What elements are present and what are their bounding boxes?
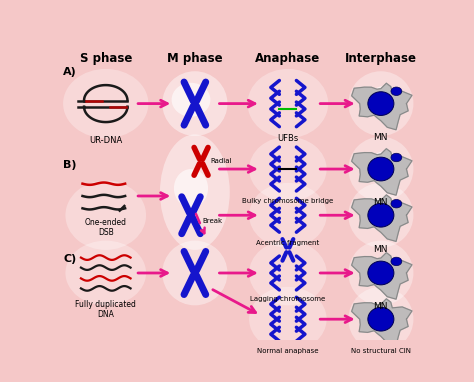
Ellipse shape bbox=[348, 71, 413, 136]
Ellipse shape bbox=[65, 241, 146, 305]
Text: MN: MN bbox=[374, 302, 388, 311]
Ellipse shape bbox=[348, 137, 413, 201]
Text: C): C) bbox=[63, 254, 76, 264]
Ellipse shape bbox=[391, 199, 402, 208]
Polygon shape bbox=[352, 253, 412, 299]
Ellipse shape bbox=[160, 134, 230, 250]
Text: Bulky chromosome bridge: Bulky chromosome bridge bbox=[242, 198, 334, 204]
Ellipse shape bbox=[247, 69, 328, 138]
Ellipse shape bbox=[368, 157, 394, 181]
Text: B): B) bbox=[63, 160, 77, 170]
Polygon shape bbox=[352, 149, 412, 195]
Text: Anaphase: Anaphase bbox=[255, 52, 320, 65]
Text: MN: MN bbox=[374, 133, 388, 142]
Text: MN: MN bbox=[374, 244, 388, 254]
Ellipse shape bbox=[162, 241, 228, 305]
Text: Break: Break bbox=[202, 219, 223, 224]
Ellipse shape bbox=[369, 151, 400, 179]
Text: No structural CIN: No structural CIN bbox=[351, 348, 411, 354]
Polygon shape bbox=[352, 299, 412, 345]
Text: Fully duplicated
DNA: Fully duplicated DNA bbox=[75, 300, 136, 319]
Ellipse shape bbox=[369, 86, 400, 113]
Ellipse shape bbox=[368, 203, 394, 227]
Ellipse shape bbox=[368, 92, 394, 115]
Ellipse shape bbox=[368, 308, 394, 331]
Ellipse shape bbox=[65, 181, 146, 250]
Ellipse shape bbox=[368, 261, 394, 285]
Ellipse shape bbox=[249, 287, 327, 351]
Ellipse shape bbox=[348, 241, 413, 305]
Ellipse shape bbox=[249, 137, 327, 201]
Text: Lagging chromosome: Lagging chromosome bbox=[250, 296, 326, 302]
Ellipse shape bbox=[348, 287, 413, 351]
Text: MN: MN bbox=[374, 198, 388, 207]
Text: M phase: M phase bbox=[167, 52, 223, 65]
Polygon shape bbox=[352, 195, 412, 241]
Polygon shape bbox=[352, 83, 412, 130]
Ellipse shape bbox=[391, 257, 402, 265]
Ellipse shape bbox=[369, 197, 400, 225]
Text: UR-DNA: UR-DNA bbox=[89, 136, 122, 145]
Text: Radial: Radial bbox=[210, 159, 232, 164]
Text: Acentric fragment: Acentric fragment bbox=[256, 240, 319, 246]
Text: UFBs: UFBs bbox=[277, 134, 299, 143]
Text: Normal anaphase: Normal anaphase bbox=[257, 348, 319, 354]
Ellipse shape bbox=[162, 71, 228, 136]
Ellipse shape bbox=[63, 69, 148, 138]
Ellipse shape bbox=[249, 241, 327, 305]
Text: One-ended
DSB: One-ended DSB bbox=[85, 218, 127, 237]
Text: A): A) bbox=[63, 67, 77, 78]
Ellipse shape bbox=[391, 153, 402, 162]
Ellipse shape bbox=[249, 183, 327, 248]
Ellipse shape bbox=[174, 169, 208, 207]
Ellipse shape bbox=[172, 83, 210, 117]
Text: S phase: S phase bbox=[80, 52, 132, 65]
Text: Interphase: Interphase bbox=[345, 52, 417, 65]
Ellipse shape bbox=[391, 87, 402, 96]
Ellipse shape bbox=[348, 183, 413, 248]
